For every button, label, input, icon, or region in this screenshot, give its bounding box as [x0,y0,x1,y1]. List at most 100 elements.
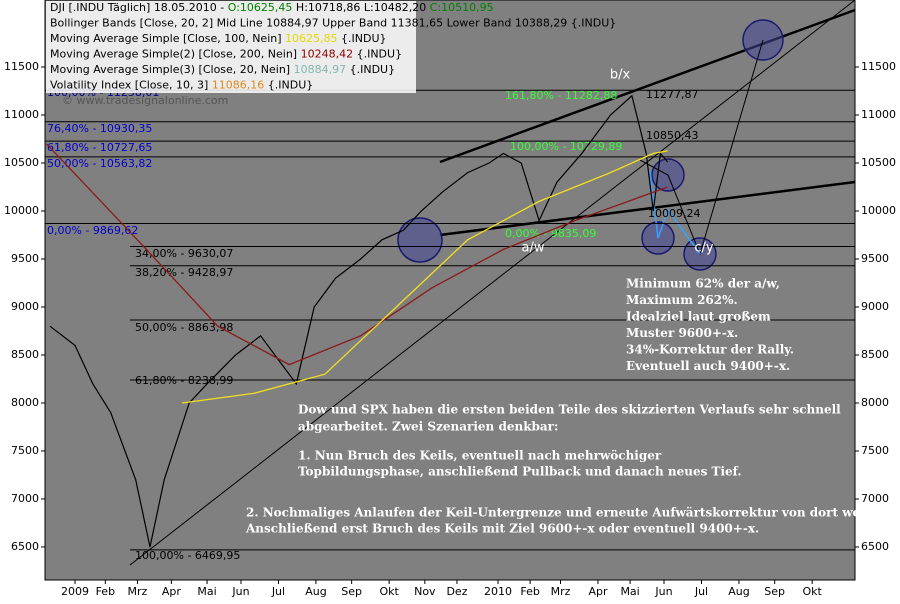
wave-label: b/x [610,68,631,83]
y-tick-label: 7500 [11,444,39,457]
comment: Dow und SPX haben die ersten beiden Teil… [298,403,841,417]
price-line [49,94,669,548]
y-tick-label: 8000 [861,396,889,409]
y-tick-label: 9500 [11,252,39,265]
x-tick-label: Feb [96,585,115,598]
header-segment: Bollinger Bands [Close, 20, 2] Mid Line … [50,17,616,30]
comment: 2. Nochmaliges Anlaufen der Keil-Untergr… [246,506,873,520]
watermark: © www.tradesignalonline.com [62,94,228,107]
header-segment: {.INDU} [338,32,387,45]
header-segment: {.INDU} [346,63,395,76]
box-note: Idealziel laut großem [626,310,771,324]
x-tick-label: Okt [802,585,822,598]
box-note: Maximum 262%. [626,293,738,307]
x-tick-label: Sep [764,585,785,598]
x-tick-label: Mai [620,585,639,598]
fib-label: 0,00% - 9835,09 [505,227,596,240]
fib-label: 0,00% - 9869,62 [47,224,138,237]
header-segment: Moving Average Simple(2) [Close, 200, Ne… [50,48,301,61]
y-tick-label: 9000 [861,300,889,313]
wedge-upper [439,8,856,164]
x-tick-label: Apr [588,585,608,598]
box-note: Eventuell auch 9400+-x. [626,359,790,373]
price-label: 10009,24 [648,207,701,220]
y-tick-label: 7000 [861,492,889,505]
y-tick-label: 10000 [861,204,896,217]
arrow [639,39,764,256]
header-segment: O:10625,45 [228,1,293,14]
y-tick-label: 9000 [11,300,39,313]
header-segment: 10248,42 [301,48,354,61]
fib-label: 76,40% - 10930,35 [47,122,152,135]
comment: abgearbeitet. Zwei Szenarien denkbar: [298,420,558,434]
x-tick-label: Feb [520,585,539,598]
x-tick-label: Sep [341,585,362,598]
x-tick-label: Mai [197,585,216,598]
scenario-arrows [639,39,764,256]
header-segment: {.INDU} [264,79,313,92]
x-tick-label: 2009 [61,585,89,598]
x-tick-label: Jun [654,585,672,598]
y-tick-label: 11500 [861,60,896,73]
fib-label: 100,00% - 10729,89 [510,140,622,153]
x-tick-label: 2010 [484,585,512,598]
header-segment: 10625,85 [285,32,338,45]
circle [397,217,443,263]
box-note: 34%-Korrektur der Rally. [626,343,794,357]
header-segment: 10884,97 [294,63,347,76]
y-tick-label: 6500 [861,540,889,553]
wedge-lower [439,180,856,237]
comment: 1. Nun Bruch des Keils, eventuell nach m… [298,449,662,463]
y-tick-label: 11500 [4,60,39,73]
comment: Anschließend erst Bruch des Keils mit Zi… [245,522,759,536]
box-note: Minimum 62% der a/w, [626,277,780,291]
header-bg [46,1,416,93]
fib-label: 38,20% - 9428,97 [135,266,233,279]
x-tick-label: Dez [446,585,467,598]
x-tick-label: Mrz [551,585,571,598]
header-segment: Moving Average Simple [Close, 100, Nein] [50,32,285,45]
price-label: 11277,87 [646,88,699,101]
header-line: Moving Average Simple [Close, 100, Nein]… [50,32,387,45]
box-note: Muster 9600+-x. [626,326,738,340]
fib-label: 100,00% - 6469,95 [135,549,240,562]
price-line [45,143,668,366]
header-line: Bollinger Bands [Close, 20, 2] Mid Line … [50,17,616,30]
y-tick-label: 8500 [11,348,39,361]
y-tick-label: 8000 [11,396,39,409]
header-segment: H:10718,86 L:10482,20 [292,1,429,14]
x-tick-label: Nov [414,585,436,598]
x-tick-label: Okt [379,585,399,598]
header-segment: Volatility Index [Close, 10, 3] [50,79,212,92]
header-segment: C:10510,95 [430,1,494,14]
header-segment: 11086,16 [212,79,265,92]
y-tick-label: 7500 [861,444,889,457]
header-line: DJI [.INDU Täglich] 18.05.2010 - O:10625… [50,1,494,14]
x-tick-label: Apr [162,585,182,598]
y-tick-label: 10000 [4,204,39,217]
y-tick-label: 6500 [11,540,39,553]
y-tick-label: 7000 [11,492,39,505]
x-tick-label: Aug [728,585,749,598]
fib-label: 161,80% - 11282,88 [505,89,617,102]
header-line: Volatility Index [Close, 10, 3] 11086,16… [50,79,313,92]
header-segment: DJI [.INDU Täglich] 18.05.2010 - [50,1,228,14]
y-tick-label: 10500 [861,156,896,169]
fib-label: 50,00% - 8863,98 [135,321,233,334]
price-line [182,150,668,404]
fib-label: 61,80% - 10727,65 [47,141,152,154]
fib-label: 34,00% - 9630,07 [135,247,233,260]
y-tick-label: 8500 [861,348,889,361]
comment: Topbildungsphase, anschließend Pullback … [298,465,742,479]
x-tick-label: Aug [305,585,326,598]
plot-area [44,0,856,581]
header-segment: Moving Average Simple(3) [Close, 20, Nei… [50,63,294,76]
y-tick-label: 11000 [861,108,896,121]
x-tick-label: Mrz [128,585,148,598]
y-tick-label: 10500 [4,156,39,169]
y-tick-label: 11000 [4,108,39,121]
wave-label: c/y [694,241,714,256]
x-tick-label: Jun [231,585,249,598]
x-tick-label: Jul [271,585,285,598]
